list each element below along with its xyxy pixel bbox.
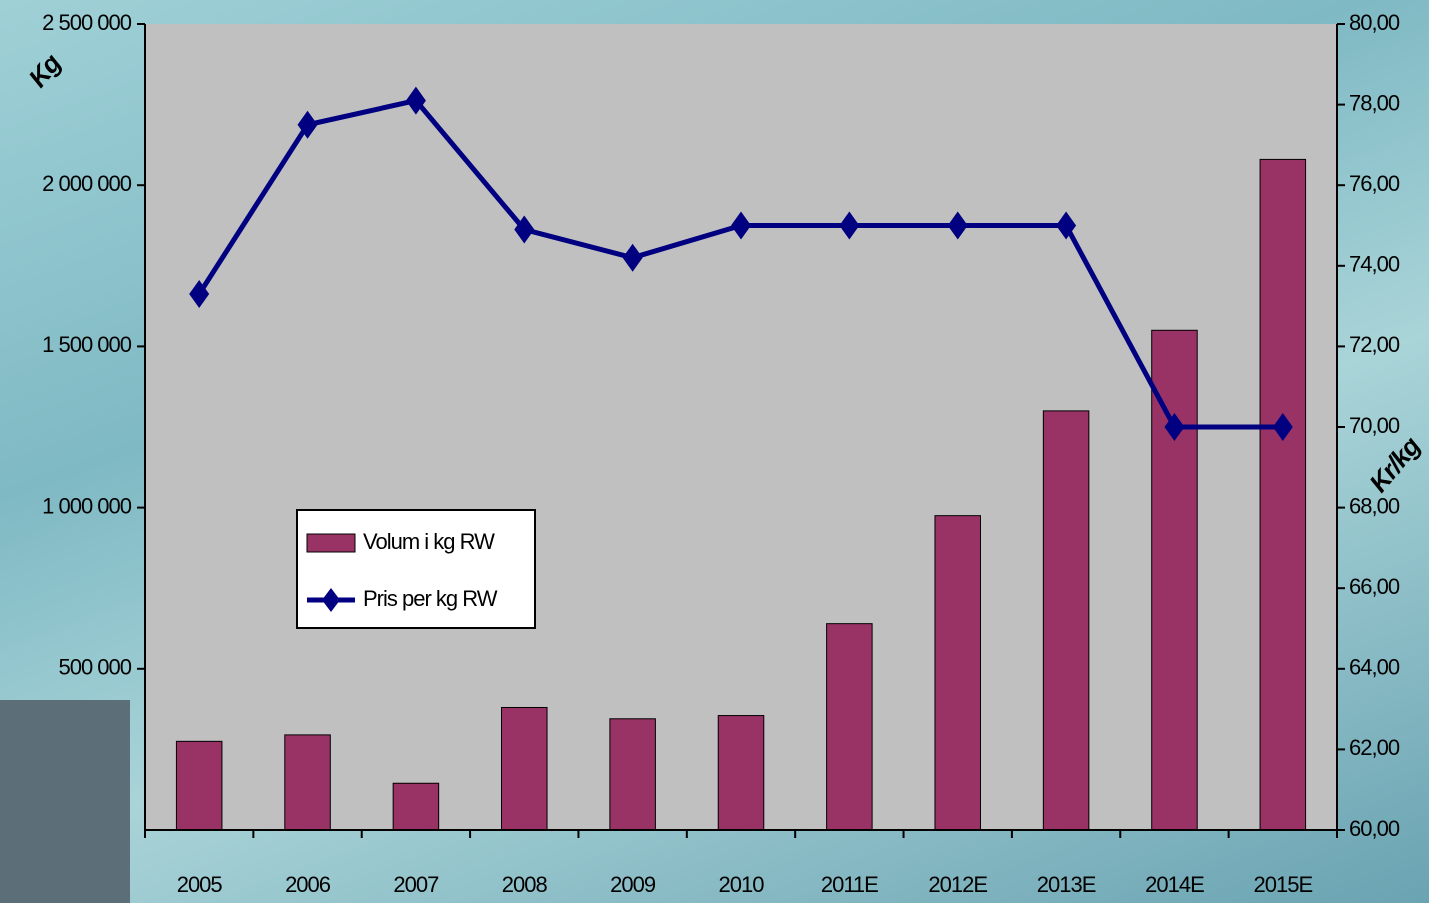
bar — [502, 707, 548, 830]
x-tick-label: 2013E — [1037, 872, 1096, 897]
y-axis-title: Kg — [22, 48, 67, 93]
background-photo — [0, 700, 130, 903]
bar — [827, 624, 873, 830]
y-tick-label: 2 500 000 — [42, 10, 132, 35]
bar — [935, 516, 981, 830]
bar — [610, 719, 656, 830]
y2-tick-label: 74,00 — [1349, 252, 1400, 277]
bar — [176, 741, 222, 830]
legend-label: Volum i kg RW — [363, 529, 495, 554]
x-tick-label: 2008 — [502, 872, 548, 897]
chart: Kg Kr/kg 500 000 1 000 000 1 500 000 2 000 … — [0, 0, 1429, 903]
y2-tick-label: 60,00 — [1349, 816, 1400, 841]
y2-tick-label: 70,00 — [1349, 413, 1400, 438]
y-tick-label: 2 000 000 — [42, 171, 132, 196]
y2-tick-label: 66,00 — [1349, 574, 1400, 599]
x-tick-label: 2012E — [928, 872, 987, 897]
x-tick-label: 2015E — [1254, 872, 1313, 897]
y2-tick-label: 64,00 — [1349, 655, 1400, 680]
x-tick-label: 2010 — [719, 872, 765, 897]
x-tick-label: 2005 — [177, 872, 223, 897]
y-tick-label: 1 000 000 — [42, 493, 132, 518]
y2-tick-label: 76,00 — [1349, 171, 1400, 196]
legend-label: Pris per kg RW — [363, 586, 498, 611]
bar — [393, 783, 439, 830]
y2-tick-label: 80,00 — [1349, 10, 1400, 35]
x-tick-label: 2011E — [821, 872, 878, 897]
bar — [1260, 159, 1306, 830]
bar — [718, 716, 764, 830]
x-tick-label: 2009 — [610, 872, 656, 897]
y-tick-label: 1 500 000 — [42, 332, 132, 357]
y2-axis-title: Kr/kg — [1363, 431, 1426, 498]
y2-tick-label: 68,00 — [1349, 493, 1400, 518]
y-tick-label: 500 000 — [58, 655, 131, 680]
bar — [1043, 411, 1089, 830]
x-tick-label: 2006 — [285, 872, 331, 897]
x-tick-label: 2007 — [393, 872, 439, 897]
y2-tick-label: 72,00 — [1349, 332, 1400, 357]
legend-swatch — [307, 534, 355, 552]
bar — [1152, 330, 1198, 830]
bar — [285, 735, 331, 830]
y2-tick-label: 78,00 — [1349, 90, 1400, 115]
y2-tick-label: 62,00 — [1349, 735, 1400, 760]
x-tick-label: 2014E — [1145, 872, 1204, 897]
